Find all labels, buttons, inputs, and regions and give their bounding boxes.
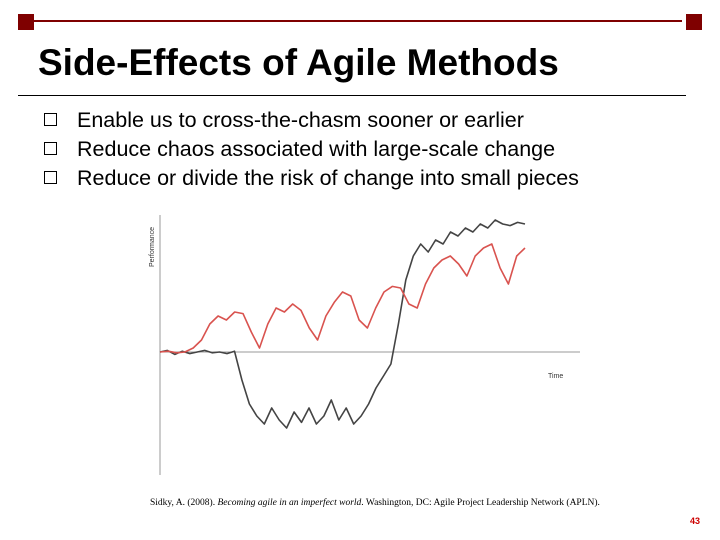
citation-publisher: . Washington, DC: Agile Project Leadersh… [361,498,600,508]
square-bullet-icon [44,170,57,184]
bullet-text: Enable us to cross-the-chasm sooner or e… [77,108,524,132]
bullet-text: Reduce chaos associated with large-scale… [77,137,556,161]
title-divider [18,95,686,96]
x-axis-label: Time [548,373,563,380]
series-line-2 [159,243,526,354]
citation: Sidky, A. (2008). Becoming agile in an i… [150,498,600,508]
performance-chart: Performance Time [149,215,580,475]
square-bullet-icon [44,112,57,126]
page-number: 43 [689,516,700,526]
bullet-item: Enable us to cross-the-chasm sooner or e… [44,106,579,135]
bullet-item: Reduce or divide the risk of change into… [44,164,579,193]
bullet-list: Enable us to cross-the-chasm sooner or e… [44,106,579,193]
square-bullet-icon [44,141,57,155]
bullet-item: Reduce chaos associated with large-scale… [44,135,579,164]
corner-decoration-right [686,14,702,30]
citation-author: Sidky, A. (2008). [150,498,218,508]
y-axis-label: Performance [149,227,156,267]
series-line-1 [159,219,526,429]
citation-book-title: Becoming agile in an imperfect world [217,498,362,508]
slide-title: Side-Effects of Agile Methods [38,42,559,83]
corner-decoration-left [18,14,34,30]
top-rule [34,20,682,22]
bullet-text: Reduce or divide the risk of change into… [77,166,579,190]
